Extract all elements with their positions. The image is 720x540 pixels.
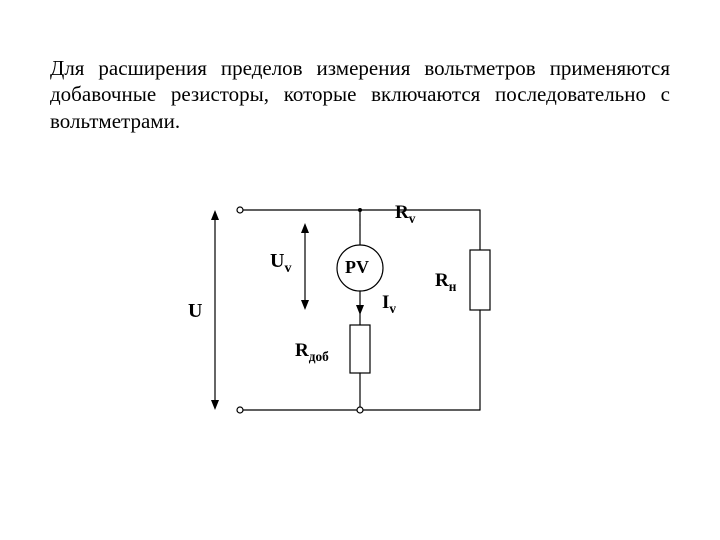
- label-iv-sub: v: [389, 301, 396, 316]
- circuit-diagram: U Uv PV Rv Iv Rдоб Rн: [200, 190, 520, 450]
- label-rv-main: R: [395, 202, 409, 223]
- description-paragraph: Для расширения пределов измерения вольтм…: [50, 55, 670, 134]
- label-uv-main: U: [270, 250, 284, 272]
- label-rdob-sub: доб: [309, 349, 329, 364]
- label-rn: Rн: [435, 270, 456, 295]
- label-pv: PV: [345, 257, 369, 278]
- node-top-mid: [358, 208, 362, 212]
- label-rn-sub: н: [449, 279, 457, 294]
- page: Для расширения пределов измерения вольтм…: [0, 0, 720, 540]
- resistor-rdob: [350, 325, 370, 373]
- node-bottom-mid: [357, 407, 363, 413]
- arrow-iv-head: [356, 305, 364, 315]
- arrow-u-head-top: [211, 210, 219, 220]
- label-rn-main: R: [435, 270, 449, 291]
- label-uv-sub: v: [284, 261, 291, 276]
- terminal-bottom-left: [237, 407, 243, 413]
- arrow-u-head-bot: [211, 400, 219, 410]
- label-rdob: Rдоб: [295, 340, 329, 365]
- label-u: U: [188, 300, 202, 323]
- circuit-svg: [200, 190, 520, 450]
- terminal-top-left: [237, 207, 243, 213]
- label-iv: Iv: [382, 292, 396, 317]
- resistor-rn: [470, 250, 490, 310]
- label-uv: Uv: [270, 250, 291, 277]
- arrow-uv-head-top: [301, 223, 309, 233]
- label-rv-sub: v: [409, 211, 416, 226]
- label-rv: Rv: [395, 202, 415, 227]
- label-rdob-main: R: [295, 340, 309, 361]
- arrow-uv-head-bot: [301, 300, 309, 310]
